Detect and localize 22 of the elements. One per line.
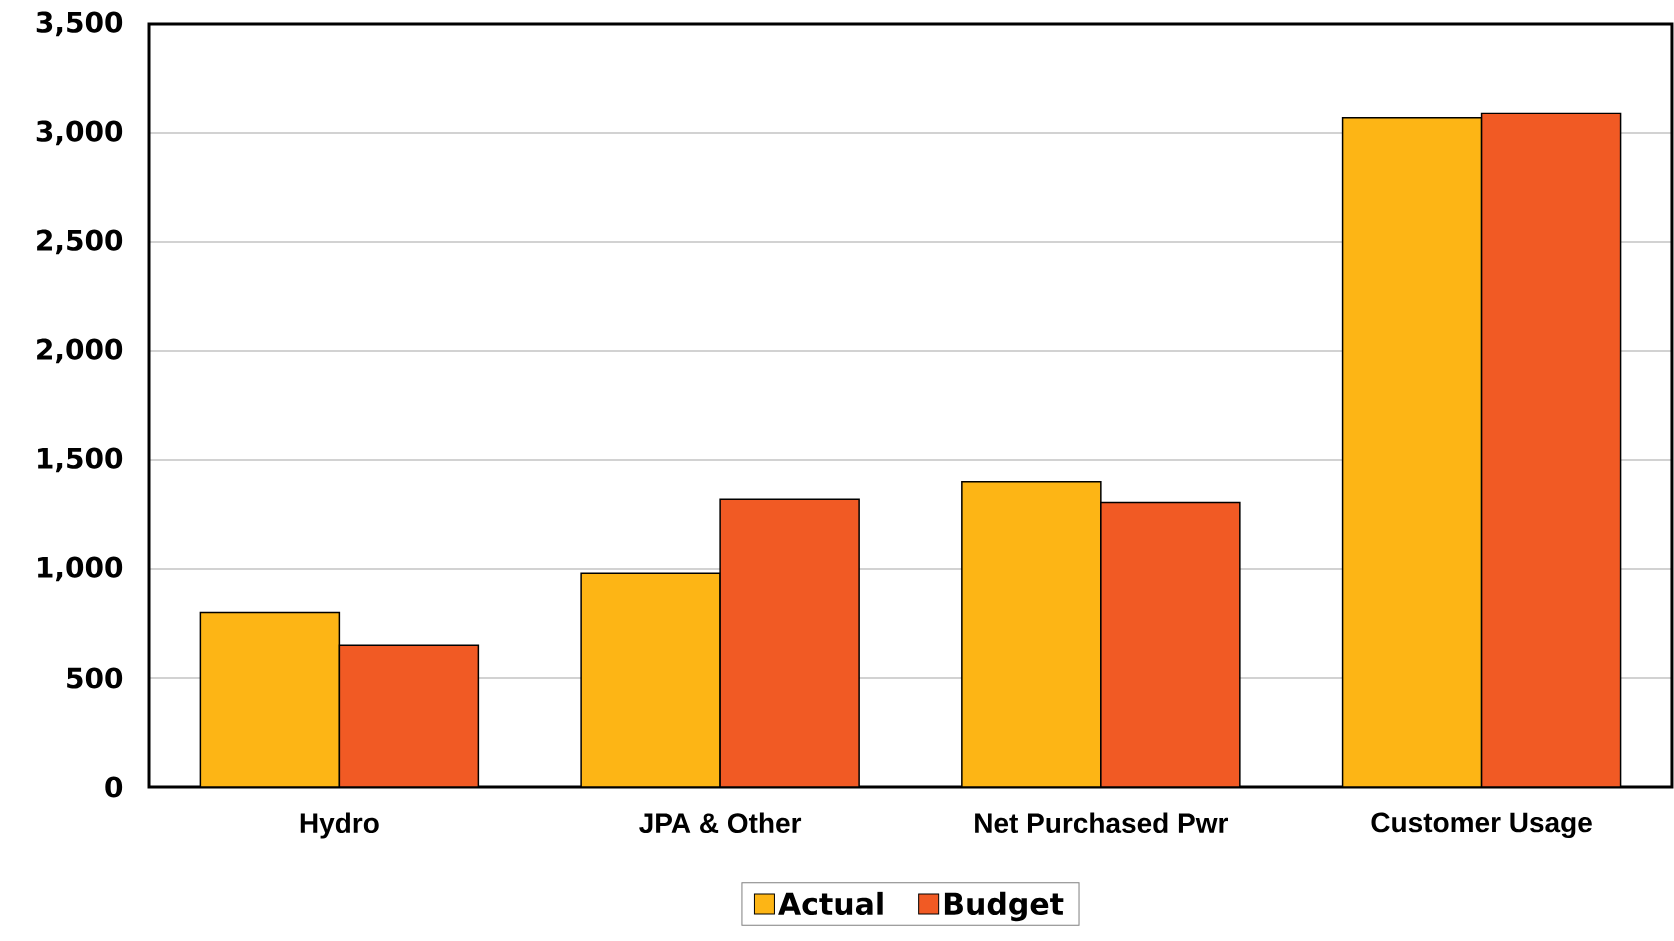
- x-tick-label: Net Purchased Pwr: [975, 812, 1228, 834]
- bar: [1100, 501, 1241, 787]
- bar: [1341, 116, 1483, 787]
- y-tick-label: 0: [105, 776, 123, 798]
- bar: [200, 612, 340, 787]
- x-tick-label: Hydro: [300, 812, 379, 839]
- y-tick-label: 2,500: [37, 229, 123, 255]
- x-tick-label: Customer Usage: [1371, 812, 1592, 838]
- y-tick-label: 3,500: [36, 11, 123, 37]
- bar: [339, 645, 479, 787]
- bar: [961, 481, 1102, 787]
- legend-label: Actual: [778, 891, 883, 916]
- bar: [1480, 112, 1622, 787]
- legend-label: Budget: [944, 891, 1064, 922]
- y-tick-label: 1,500: [38, 447, 123, 473]
- y-tick-label: 3,000: [36, 120, 123, 146]
- y-tick-label: 2,000: [37, 338, 123, 364]
- x-tick-label: JPA & Other: [639, 812, 802, 834]
- bar: [580, 572, 721, 787]
- y-tick-label: 500: [67, 667, 123, 689]
- bar: [719, 498, 860, 787]
- y-tick-label: 1,000: [38, 556, 123, 582]
